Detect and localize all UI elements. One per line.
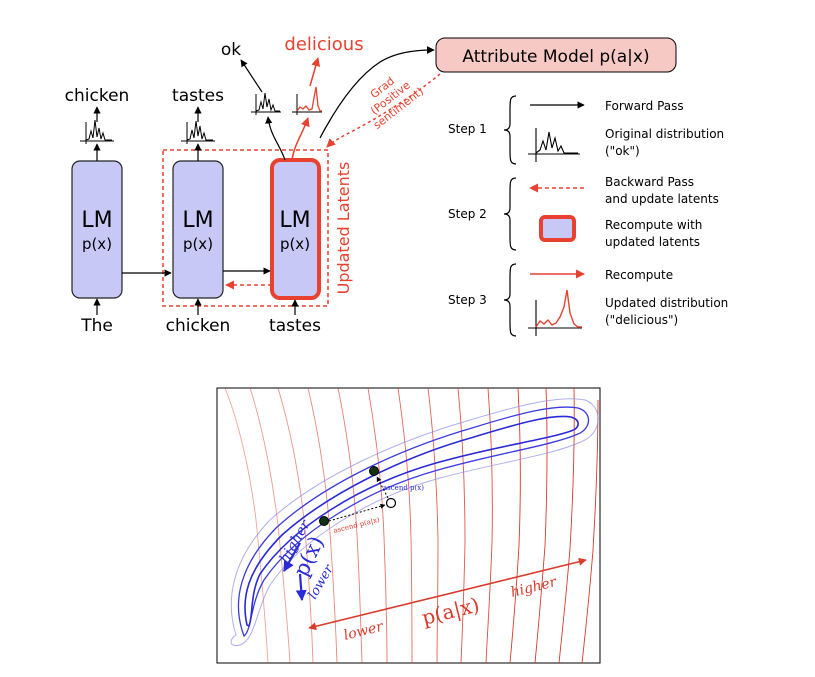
legend-original-distribution-word: ("ok") xyxy=(605,144,640,158)
legend-updated-distribution-word: ("delicious") xyxy=(605,313,678,327)
lm-block-2-subtitle: p(x) xyxy=(183,235,213,253)
lm-block-1-subtitle: p(x) xyxy=(82,235,112,253)
output-word-red: delicious xyxy=(284,34,363,55)
bottom-diagram: ascend p(x) ascend p(a|x) higher p(x) lo… xyxy=(216,387,601,664)
red-block-icon xyxy=(539,215,576,242)
updated-latents-region xyxy=(162,149,329,307)
distribution-icon-3 xyxy=(251,92,281,115)
lm-block-2-title: LM xyxy=(182,208,213,233)
lm-block-3-subtitle: p(x) xyxy=(280,235,310,253)
px-lower-arrow xyxy=(295,573,307,602)
lm-block-1-title: LM xyxy=(81,208,112,233)
legend-step-2-label: Step 2 xyxy=(448,207,487,221)
distribution-icon-1 xyxy=(80,119,114,144)
top-diagram: LM p(x) LM p(x) LM p(x) The chicken tast… xyxy=(65,34,677,336)
attribute-model-box: Attribute Model p(a|x) xyxy=(435,37,677,73)
lm-block-3-title: LM xyxy=(279,208,310,233)
grad-arrow xyxy=(326,73,441,148)
out-arrow-3 xyxy=(240,59,263,93)
px-contours xyxy=(230,398,599,647)
block-3-up-arrow xyxy=(265,116,286,161)
forward-to-attribute-arrow xyxy=(319,46,435,139)
red-distribution-icon xyxy=(528,289,582,336)
legend-step-3-label: Step 3 xyxy=(448,293,487,307)
distribution-icon-2 xyxy=(181,120,215,144)
lm-block-3: LM p(x) xyxy=(270,158,321,300)
lm-block-2: LM p(x) xyxy=(172,160,224,299)
ascend-px-label: ascend p(x) xyxy=(383,484,424,492)
legend-recompute-with: Recompute with xyxy=(605,218,702,232)
legend-step-3-brace xyxy=(503,263,517,337)
px-higher-arrow xyxy=(283,542,301,572)
legend-step-1-label: Step 1 xyxy=(448,122,487,136)
legend-step-2-brace xyxy=(503,177,517,251)
output-word-1: chicken xyxy=(65,86,130,106)
pax-contours xyxy=(224,388,599,663)
start-point xyxy=(319,516,329,526)
legend-updated-latents: updated latents xyxy=(605,235,700,249)
distribution-icon-3-red xyxy=(292,86,322,115)
input-word-3: tastes xyxy=(269,316,321,336)
ascend-pax-arrow xyxy=(328,503,386,522)
optimization-steps xyxy=(319,466,397,526)
legend-backward-pass: Backward Pass xyxy=(605,175,694,189)
block-3-red-up-arrow xyxy=(291,117,310,161)
legend-updated-distribution: Updated distribution xyxy=(605,296,728,310)
updated-latents-label: Updated Latents xyxy=(334,162,353,295)
lm-block-1: LM p(x) xyxy=(71,160,123,299)
output-word-3: ok xyxy=(221,40,241,60)
input-word-2: chicken xyxy=(166,316,231,336)
bottom-frame xyxy=(216,387,601,664)
out-arrow-3-red xyxy=(309,57,321,87)
end-point xyxy=(369,466,379,476)
attribute-model-label: Attribute Model p(a|x) xyxy=(462,47,649,67)
pax-double-arrow xyxy=(308,557,587,631)
legend: Step 1 Forward Pass Original distributio… xyxy=(448,95,728,337)
legend-recompute: Recompute xyxy=(605,268,673,282)
legend-update-latents: and update latents xyxy=(605,192,719,206)
input-word-1: The xyxy=(80,316,113,336)
legend-step-1-brace xyxy=(503,95,517,165)
black-distribution-icon xyxy=(528,128,580,162)
intermediate-point xyxy=(385,497,397,509)
legend-forward-pass: Forward Pass xyxy=(605,99,684,113)
legend-original-distribution: Original distribution xyxy=(605,127,724,141)
output-word-2: tastes xyxy=(172,86,224,106)
